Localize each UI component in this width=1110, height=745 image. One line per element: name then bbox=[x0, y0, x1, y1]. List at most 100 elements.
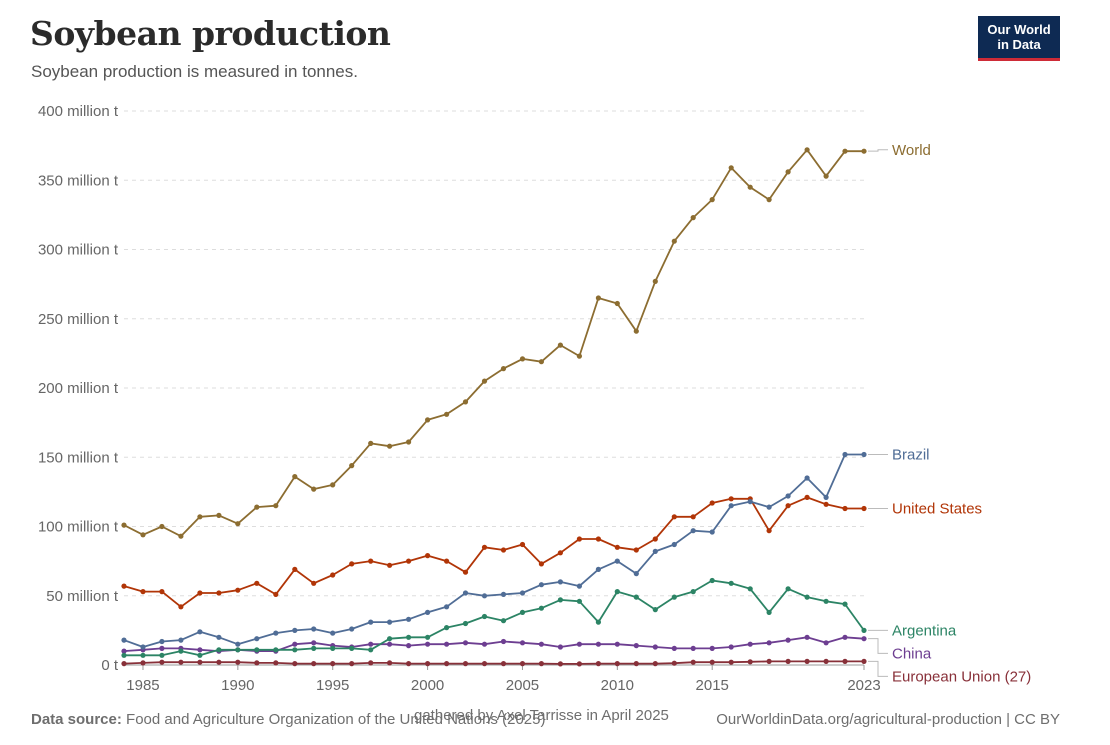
data-point[interactable] bbox=[159, 652, 165, 658]
data-point[interactable] bbox=[557, 644, 564, 650]
data-point[interactable] bbox=[159, 523, 165, 530]
data-point[interactable] bbox=[406, 439, 412, 445]
series-european-union-27[interactable] bbox=[121, 658, 867, 667]
data-point[interactable] bbox=[121, 661, 127, 667]
series-label[interactable]: Argentina bbox=[892, 622, 957, 639]
data-point[interactable] bbox=[785, 493, 791, 499]
data-point[interactable] bbox=[462, 590, 469, 596]
data-point[interactable] bbox=[197, 514, 203, 520]
data-point[interactable] bbox=[330, 630, 336, 636]
data-point[interactable] bbox=[311, 580, 317, 586]
data-point[interactable] bbox=[387, 636, 393, 642]
data-point[interactable] bbox=[500, 547, 507, 553]
data-point[interactable] bbox=[121, 522, 127, 528]
data-point[interactable] bbox=[519, 541, 526, 548]
data-point[interactable] bbox=[197, 629, 203, 635]
data-point[interactable] bbox=[444, 661, 450, 667]
data-point[interactable] bbox=[292, 566, 298, 573]
series-united-states[interactable] bbox=[121, 494, 867, 610]
data-point[interactable] bbox=[368, 619, 374, 625]
series-line[interactable] bbox=[124, 579, 865, 657]
data-point[interactable] bbox=[766, 658, 772, 665]
data-point[interactable] bbox=[633, 571, 639, 577]
data-point[interactable] bbox=[842, 148, 848, 154]
data-point[interactable] bbox=[425, 417, 431, 423]
series-line[interactable] bbox=[123, 148, 864, 538]
data-point[interactable] bbox=[292, 661, 298, 667]
series-line[interactable] bbox=[123, 660, 864, 665]
data-point[interactable] bbox=[842, 505, 848, 512]
data-point[interactable] bbox=[406, 616, 412, 622]
data-point[interactable] bbox=[406, 661, 412, 667]
data-point[interactable] bbox=[121, 652, 127, 658]
data-point[interactable] bbox=[576, 598, 583, 604]
series-china[interactable] bbox=[121, 634, 867, 654]
data-point[interactable] bbox=[406, 558, 412, 564]
data-point[interactable] bbox=[444, 625, 450, 631]
data-point[interactable] bbox=[671, 541, 677, 548]
data-point[interactable] bbox=[368, 440, 374, 446]
data-point[interactable] bbox=[595, 295, 602, 301]
data-point[interactable] bbox=[444, 411, 450, 417]
data-point[interactable] bbox=[576, 353, 583, 359]
data-point[interactable] bbox=[557, 597, 564, 603]
data-point[interactable] bbox=[292, 641, 298, 647]
data-point[interactable] bbox=[178, 604, 184, 610]
data-point[interactable] bbox=[519, 640, 526, 646]
data-point[interactable] bbox=[311, 661, 317, 667]
data-point[interactable] bbox=[425, 661, 431, 667]
data-point[interactable] bbox=[500, 366, 507, 372]
data-point[interactable] bbox=[140, 644, 146, 650]
data-point[interactable] bbox=[178, 659, 184, 665]
data-point[interactable] bbox=[197, 647, 203, 653]
data-point[interactable] bbox=[538, 561, 545, 567]
data-point[interactable] bbox=[538, 661, 545, 667]
data-point[interactable] bbox=[254, 580, 260, 586]
data-point[interactable] bbox=[823, 173, 829, 179]
data-point[interactable] bbox=[311, 626, 317, 632]
data-point[interactable] bbox=[576, 536, 583, 542]
data-point[interactable] bbox=[159, 589, 165, 595]
data-point[interactable] bbox=[197, 659, 203, 665]
data-point[interactable] bbox=[709, 500, 715, 506]
data-point[interactable] bbox=[652, 661, 658, 667]
data-point[interactable] bbox=[140, 660, 146, 666]
data-point[interactable] bbox=[140, 652, 146, 658]
data-point[interactable] bbox=[273, 647, 279, 653]
data-point[interactable] bbox=[216, 512, 222, 519]
data-point[interactable] bbox=[709, 529, 715, 535]
data-point[interactable] bbox=[728, 644, 734, 650]
data-point[interactable] bbox=[576, 661, 583, 667]
data-point[interactable] bbox=[481, 544, 488, 550]
data-point[interactable] bbox=[766, 640, 772, 646]
data-point[interactable] bbox=[538, 641, 545, 647]
data-point[interactable] bbox=[235, 647, 241, 653]
source-text[interactable]: Food and Agriculture Organization of the… bbox=[126, 711, 546, 728]
data-point[interactable] bbox=[766, 609, 772, 616]
data-point[interactable] bbox=[178, 637, 184, 643]
data-point[interactable] bbox=[652, 644, 658, 650]
data-point[interactable] bbox=[254, 504, 260, 510]
data-point[interactable] bbox=[861, 505, 867, 512]
data-point[interactable] bbox=[690, 528, 696, 534]
data-point[interactable] bbox=[633, 328, 639, 334]
data-point[interactable] bbox=[861, 451, 867, 458]
data-point[interactable] bbox=[804, 475, 810, 481]
data-point[interactable] bbox=[406, 643, 412, 649]
data-point[interactable] bbox=[349, 661, 355, 667]
data-point[interactable] bbox=[368, 660, 374, 666]
data-point[interactable] bbox=[785, 503, 791, 509]
data-point[interactable] bbox=[387, 562, 393, 568]
data-point[interactable] bbox=[842, 451, 848, 458]
data-point[interactable] bbox=[254, 660, 260, 666]
owid-logo[interactable]: Our World in Data bbox=[978, 16, 1060, 61]
series-world[interactable] bbox=[121, 147, 867, 539]
data-point[interactable] bbox=[330, 572, 336, 578]
data-point[interactable] bbox=[481, 641, 488, 647]
data-point[interactable] bbox=[823, 501, 829, 507]
data-point[interactable] bbox=[387, 641, 393, 647]
data-point[interactable] bbox=[273, 660, 279, 666]
data-point[interactable] bbox=[671, 660, 677, 666]
data-point[interactable] bbox=[709, 197, 715, 203]
data-point[interactable] bbox=[671, 645, 677, 652]
